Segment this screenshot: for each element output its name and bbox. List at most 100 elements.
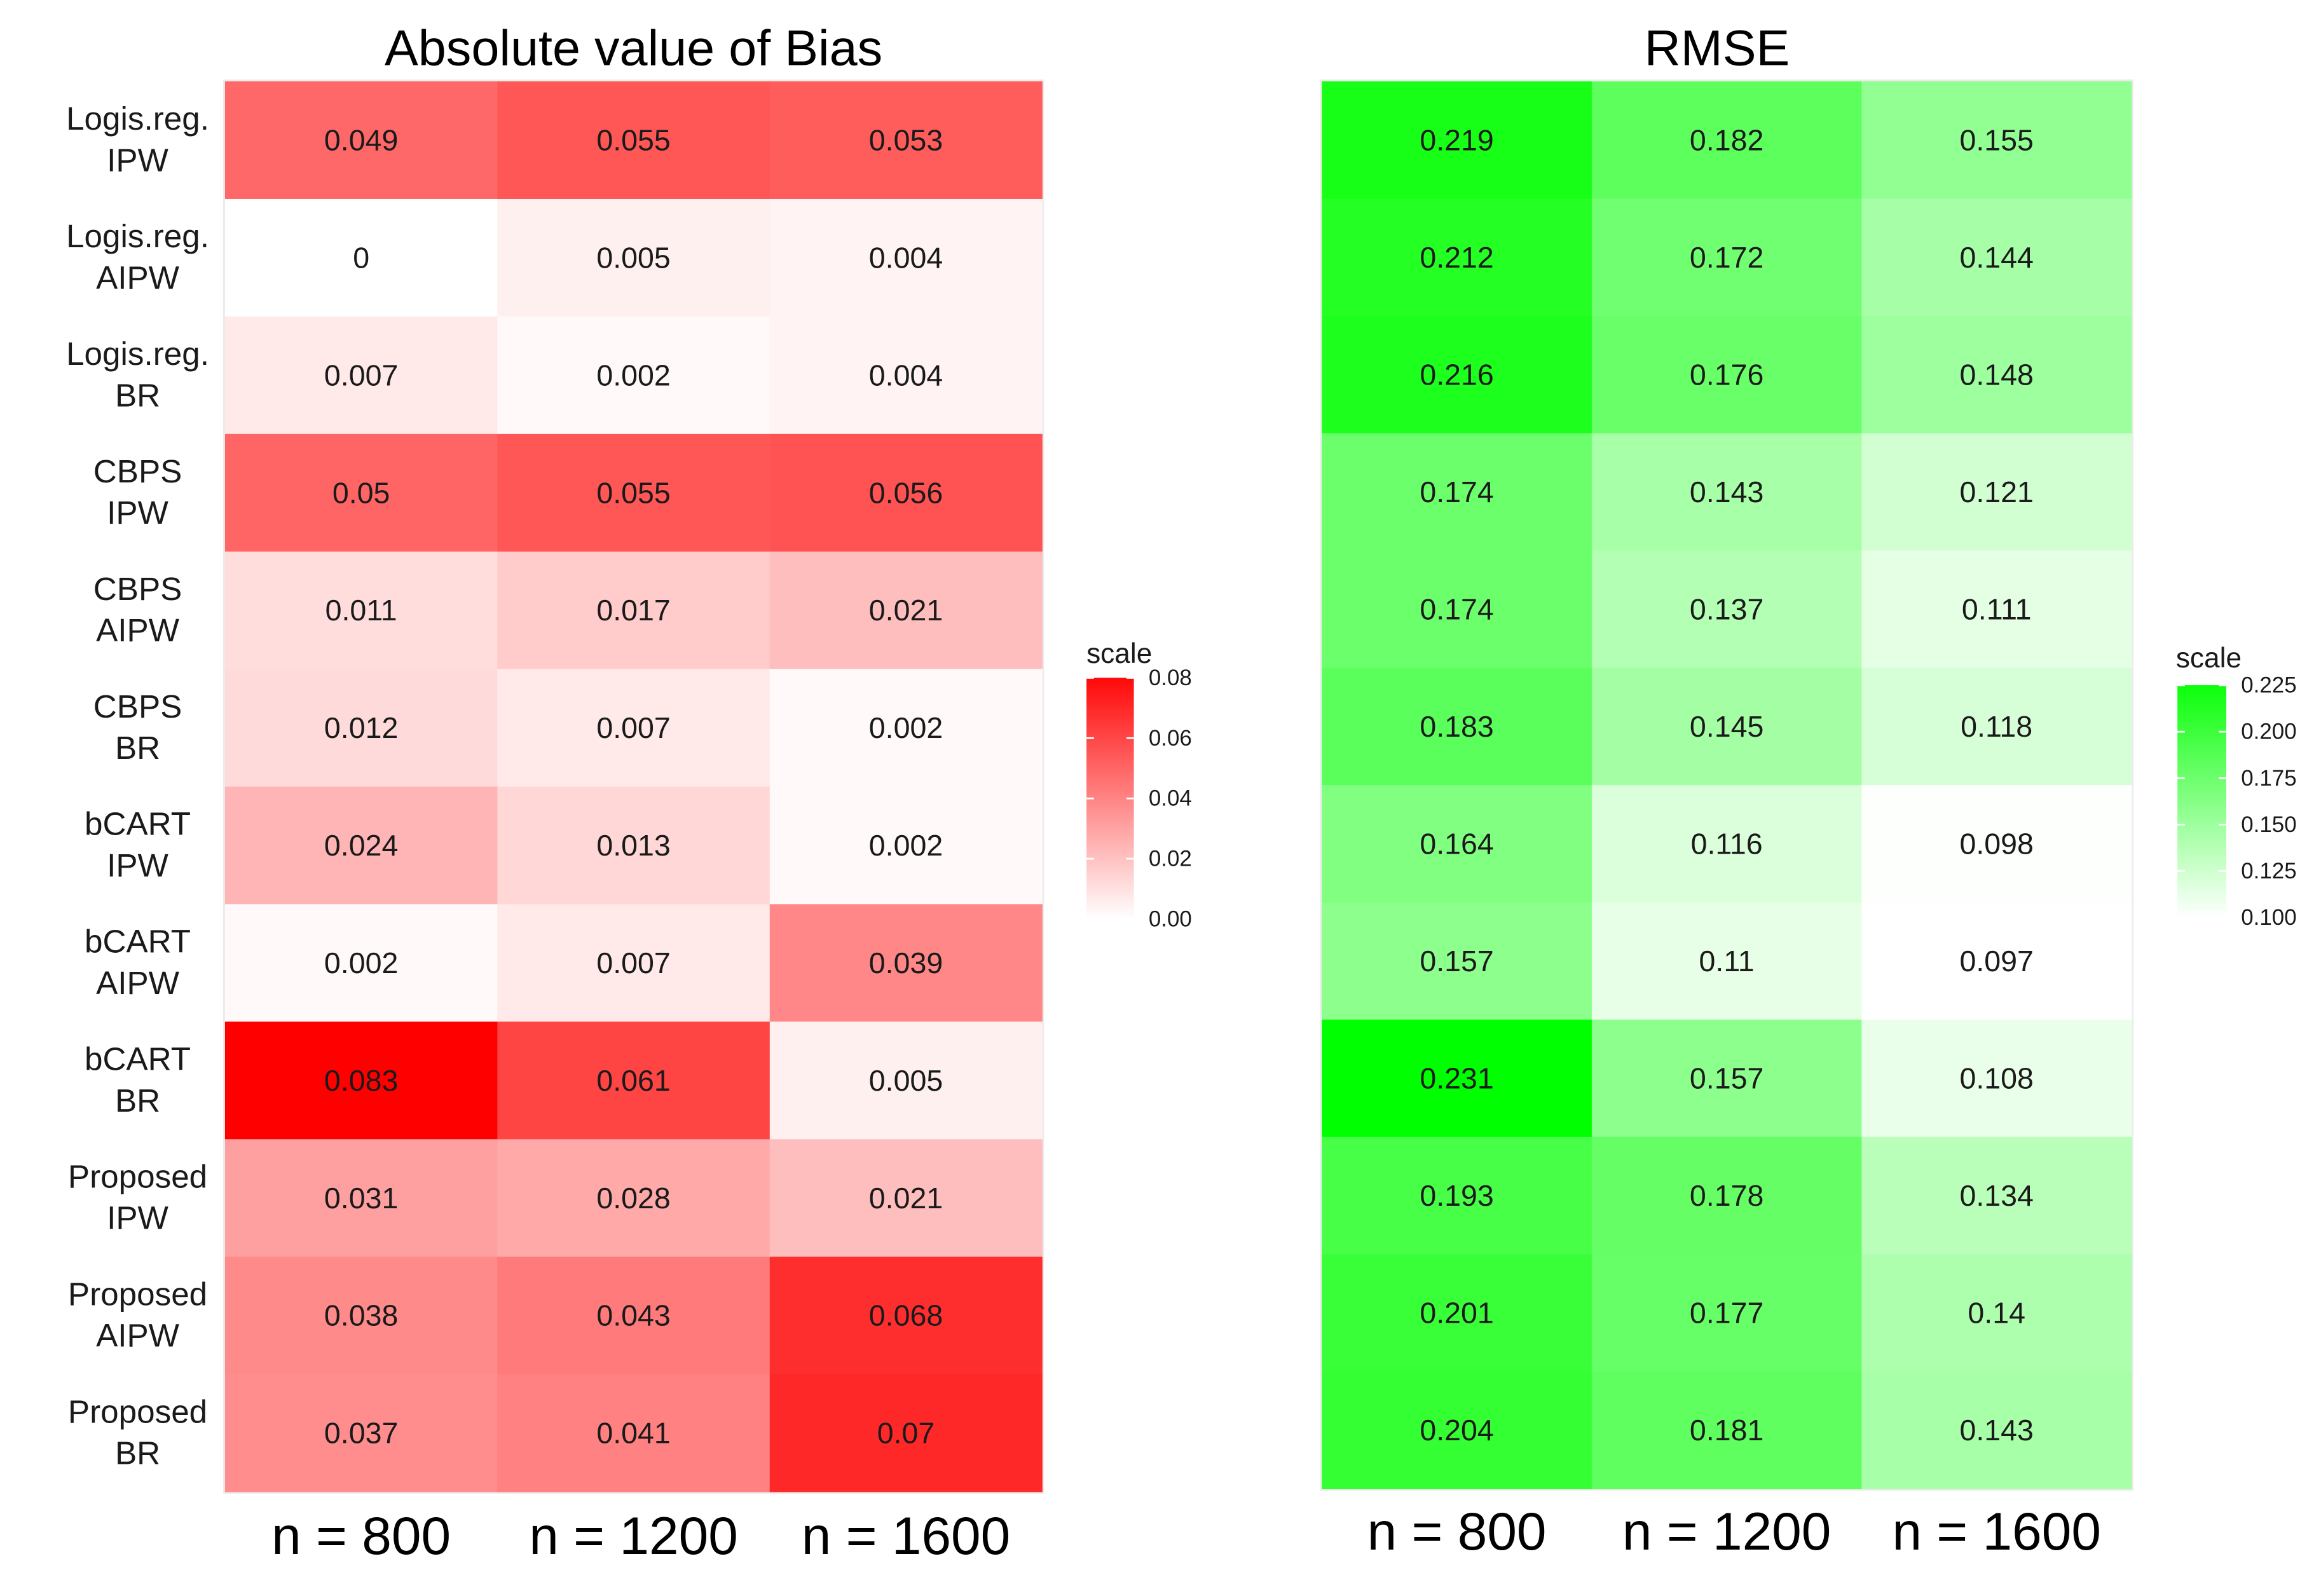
cell-value-label: 0.116 [1691,828,1763,861]
cell-value-label: 0.028 [596,1182,670,1215]
cell-value-label: 0.041 [596,1417,670,1450]
heatmap-cell [1861,785,2132,903]
cell-value-label: 0.07 [877,1417,935,1450]
legend-tick-label: 0.125 [2241,859,2296,883]
heatmap-cell [769,198,1043,317]
heatmap-cell [1591,81,1863,200]
heatmap-cell [497,1021,770,1140]
heatmap-cell [769,551,1043,670]
heatmap-cell [497,551,770,670]
cell-value-label: 0.172 [1690,241,1763,274]
heatmap-cell [497,669,770,788]
heatmap-cell [497,1139,770,1257]
heatmap-cell [1591,1254,1863,1372]
heatmap-cell [497,81,770,200]
legend-tick-label: 0.100 [2241,905,2296,930]
y-tick-label: bCART BR [85,1041,191,1119]
heatmap-cell [1591,433,1863,551]
cell-value-label: 0.007 [596,711,670,744]
cell-value-label: 0.002 [869,711,943,744]
cell-value-label: 0.05 [332,476,390,509]
heatmap-cell [224,81,498,200]
cell-value-label: 0.007 [596,946,670,979]
heatmap-cell [497,198,770,317]
cell-value-label: 0.053 [869,124,943,157]
cell-value-label: 0.178 [1690,1179,1763,1212]
heatmap-cell [769,316,1043,435]
y-tick-label: bCART IPW [85,806,191,883]
y-tick-label: Proposed IPW [68,1158,207,1236]
heatmap-cell [497,1257,770,1375]
cell-value-label: 0 [353,241,369,274]
x-tick-label: n = 1200 [1622,1501,1831,1561]
heatmap-cell [1591,1020,1863,1138]
heatmap-cell [769,1139,1043,1257]
y-tick-label: Logis.reg. BR [66,336,209,413]
cell-value-label: 0.216 [1420,358,1493,391]
legend-tick-label: 0.08 [1149,665,1192,690]
legend-tick-label: 0.150 [2241,812,2296,837]
heatmap-cell [224,1021,498,1140]
cell-value-label: 0.098 [1959,828,2033,861]
y-tick-label: Logis.reg. AIPW [66,218,209,296]
heatmap-cell [497,316,770,435]
heatmap-cell [769,1257,1043,1375]
y-tick-label: bCART AIPW [85,924,191,1001]
cell-value-label: 0.174 [1420,475,1493,508]
cell-value-label: 0.14 [1968,1297,2025,1330]
cell-value-label: 0.148 [1959,358,2033,391]
cell-value-label: 0.007 [324,358,398,392]
legend-title: scale [1086,638,1152,669]
heatmap-cell [1861,316,2132,434]
y-tick-label: CBPS BR [93,688,182,766]
cell-value-label: 0.193 [1420,1179,1493,1212]
heatmap-cell [1861,81,2132,200]
cell-value-label: 0.024 [324,829,398,862]
cell-value-label: 0.005 [869,1064,943,1097]
heatmap-cell [1861,198,2132,317]
cell-value-label: 0.011 [325,594,397,627]
legend-tick-label: 0.00 [1149,906,1192,931]
cell-value-label: 0.219 [1420,123,1493,156]
heatmap-cell [1591,1136,1863,1255]
cell-value-label: 0.017 [596,594,670,627]
heatmap-cell [1861,1136,2132,1255]
heatmap-cell [1322,1254,1592,1372]
cell-value-label: 0.021 [869,1182,943,1215]
heatmap-cell [1322,785,1592,903]
heatmap-cell [769,1021,1043,1140]
heatmap-cell [497,1374,770,1492]
heatmap-cell [497,904,770,1023]
heatmap-cell [1322,1371,1592,1490]
heatmap-cell [769,433,1043,552]
cell-value-label: 0.212 [1420,241,1493,274]
y-tick-label: Proposed AIPW [68,1276,207,1353]
cell-value-label: 0.013 [596,829,670,862]
heatmap-cell [1861,1020,2132,1138]
heatmap-cell [1591,550,1863,669]
cell-value-label: 0.201 [1420,1297,1493,1330]
heatmap-cell [1861,667,2132,786]
cell-value-label: 0.164 [1420,828,1493,861]
heatmap-cell [1322,550,1592,669]
cell-value-label: 0.002 [324,946,398,979]
heatmap-cell [1861,1371,2132,1490]
heatmap-cell [224,198,498,317]
heatmap-cell [1322,198,1592,317]
chart-title: RMSE [1645,19,1790,76]
legend-tick-label: 0.06 [1149,726,1192,751]
cell-value-label: 0.012 [324,711,398,744]
legend-tick-label: 0.02 [1149,847,1192,871]
cell-value-label: 0.231 [1420,1062,1493,1095]
heatmap-cell [1591,902,1863,1020]
cell-value-label: 0.177 [1690,1297,1763,1330]
heatmap-cell [224,316,498,435]
legend-title: scale [2176,643,2242,674]
cell-value-label: 0.176 [1690,358,1763,391]
heatmap-cell [224,1257,498,1375]
cell-value-label: 0.118 [1961,710,2032,743]
heatmap-cell [224,786,498,905]
cell-value-label: 0.121 [1959,475,2033,508]
heatmap-cell [1322,667,1592,786]
legend-colorbar [2177,685,2226,918]
